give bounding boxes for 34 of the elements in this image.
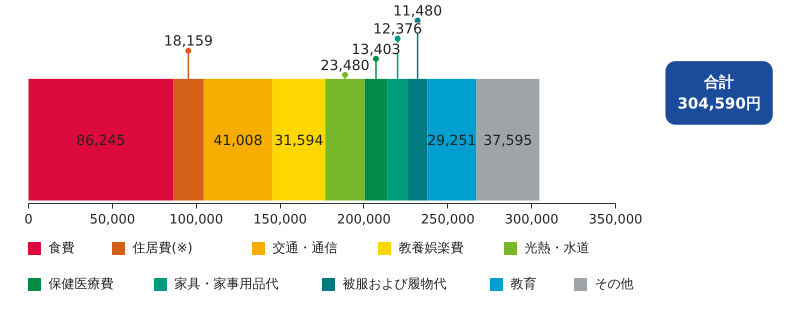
data-label: 86,245: [76, 133, 126, 150]
legend-label: 住居費(※): [132, 241, 193, 256]
legend-label: その他: [594, 277, 634, 292]
x-tick-label: 100,000: [169, 212, 224, 228]
legend-label: 教養娯楽費: [398, 241, 464, 256]
legend-label: 被服および履物代: [342, 277, 446, 292]
data-label: 41,008: [213, 133, 262, 150]
x-tick-label: 250,000: [420, 212, 475, 228]
bar: [427, 78, 476, 200]
data-label: 12,376: [373, 22, 422, 38]
bar: [476, 78, 540, 200]
data-label: 23,480: [320, 58, 370, 74]
data-label: 31,594: [274, 133, 324, 150]
legend-label: 光熱・水道: [524, 241, 590, 256]
data-label: 37,595: [483, 133, 532, 150]
data-label: 11,480: [393, 4, 442, 20]
x-tick-label: 0: [24, 212, 33, 228]
data-label: 18,159: [164, 34, 213, 50]
legend-label: 食費: [48, 241, 74, 256]
legend-label: 交通・通信: [272, 240, 338, 256]
bar: [272, 78, 326, 200]
legend-label: 保健医療費: [48, 277, 114, 292]
legend-label: 家具・家事用品代: [174, 276, 278, 292]
legend-label: 教育: [510, 276, 536, 292]
bar: [204, 78, 272, 200]
bar: [28, 78, 174, 200]
x-tick-label: 200,000: [337, 212, 391, 228]
x-tick-label: 50,000: [90, 212, 136, 228]
data-label: 13,403: [351, 42, 400, 58]
x-tick-label: 150,000: [253, 212, 307, 228]
data-label: 29,251: [427, 133, 476, 150]
x-tick-label: 300,000: [504, 212, 559, 228]
x-tick-label: 350,000: [588, 212, 642, 228]
text: 合計 304,590円: [677, 73, 761, 113]
